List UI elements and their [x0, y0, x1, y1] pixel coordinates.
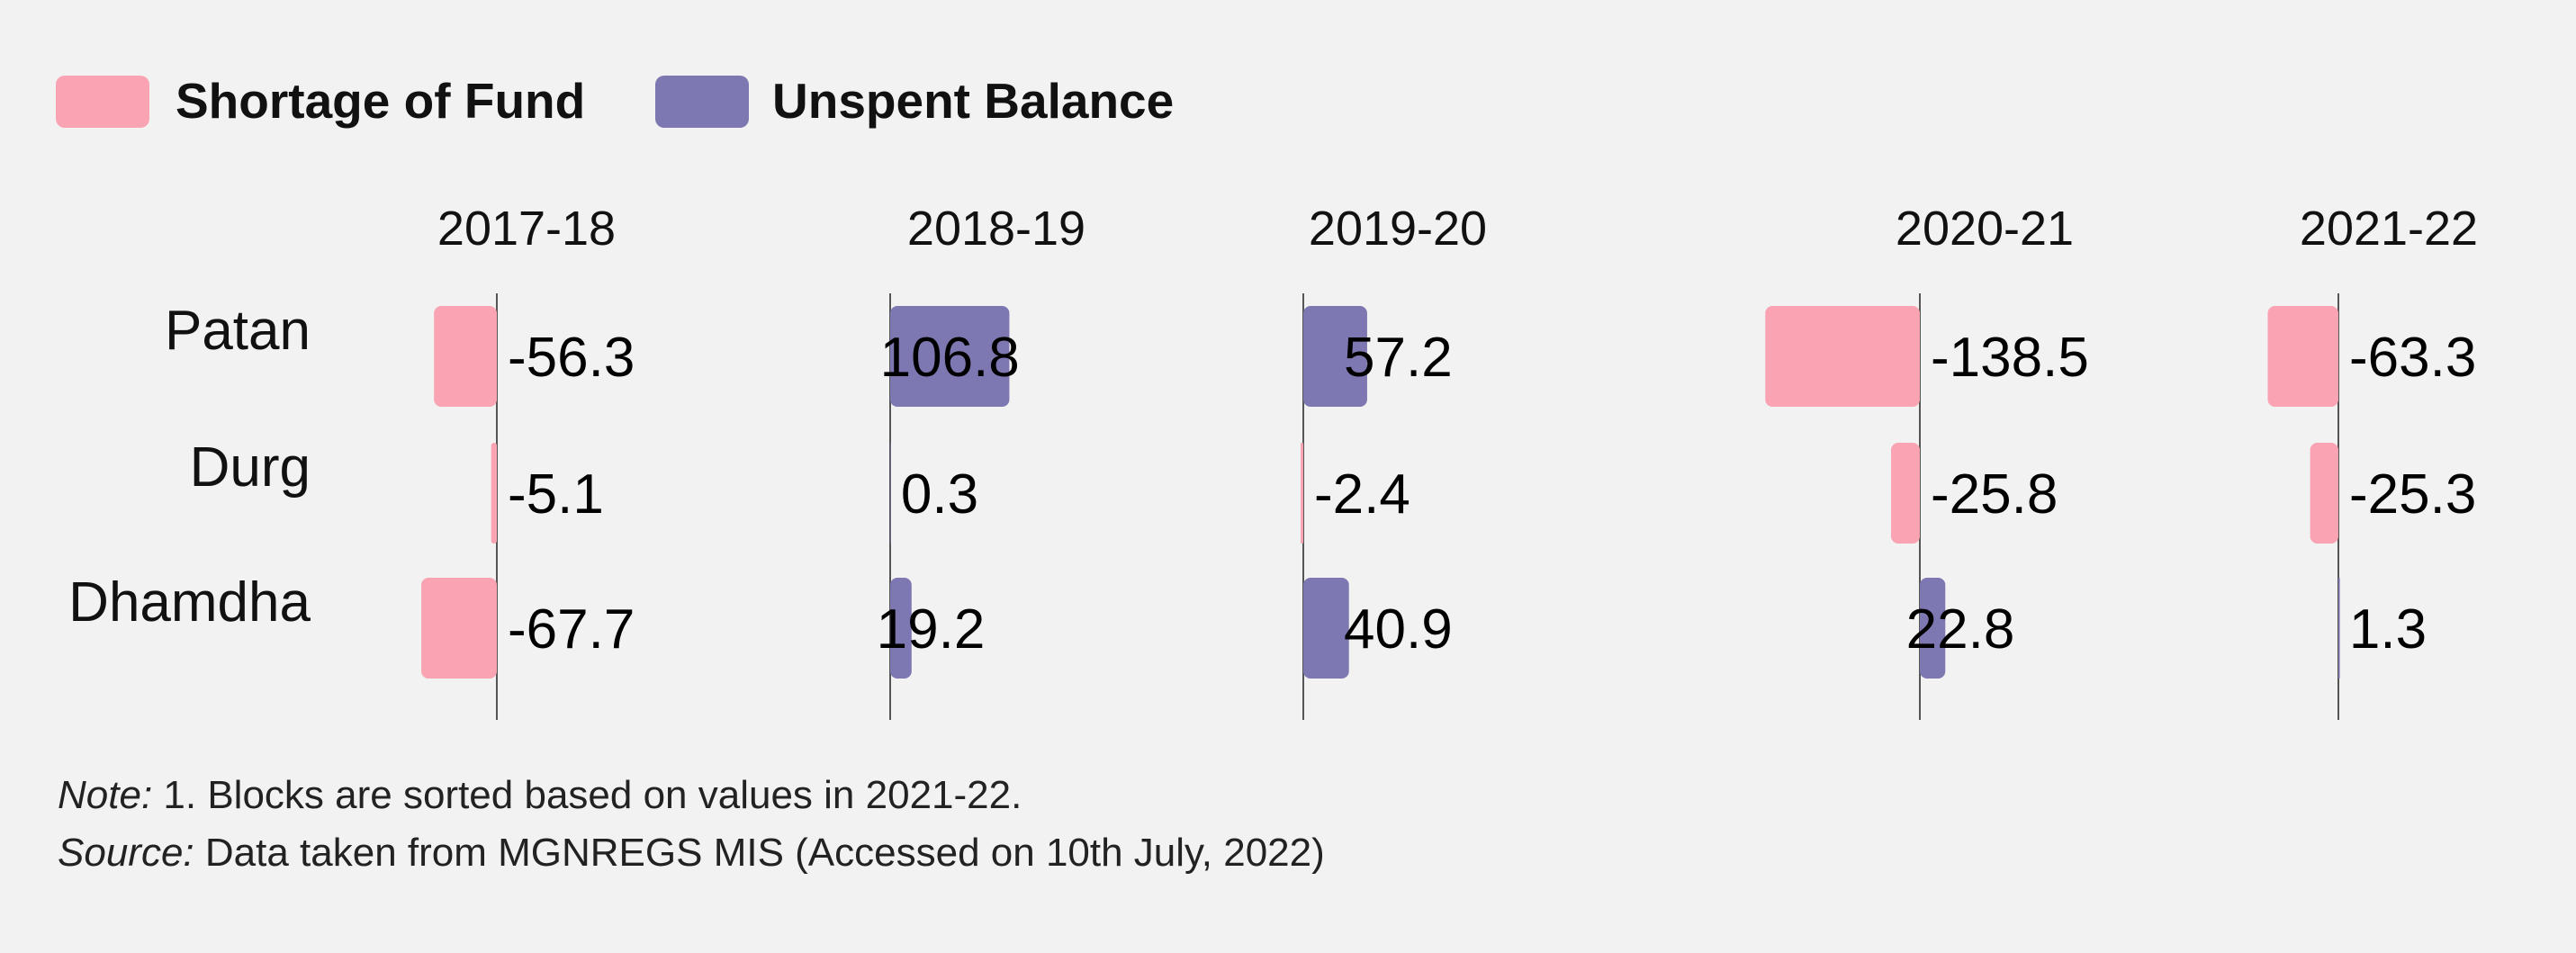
year-headers: 2017-18 2018-19 2019-20 2020-21 2021-22 — [437, 202, 2478, 256]
bar-unspent — [890, 578, 912, 679]
bar-unspent — [2338, 578, 2340, 679]
bar-shortage — [2310, 443, 2338, 544]
value-label: -138.5 — [1931, 327, 2089, 389]
year-header: 2021-22 — [2300, 202, 2478, 256]
value-label: -25.8 — [1931, 463, 2058, 526]
bar-shortage — [434, 306, 497, 407]
note-text: 1. Blocks are sorted based on values in … — [152, 773, 1022, 817]
legend: Shortage of Fund Unspent Balance — [56, 73, 1174, 129]
value-label: 19.2 — [877, 598, 986, 661]
bar-shortage — [1301, 443, 1303, 544]
bar-shortage — [491, 443, 497, 544]
bar-unspent — [1303, 578, 1349, 679]
block-label: Patan — [165, 300, 311, 362]
value-label: -5.1 — [508, 463, 604, 526]
bar-unspent — [1920, 578, 1946, 679]
source-prefix: Source: — [58, 831, 194, 875]
value-label: 1.3 — [2349, 598, 2427, 661]
block-labels: Patan Durg Dhamdha — [68, 300, 311, 634]
value-label: 57.2 — [1344, 327, 1453, 389]
block-label: Durg — [190, 436, 311, 499]
value-labels: -56.3 106.8 57.2 -138.5 -63.3 -5.1 0.3 -2.4 -25.… — [508, 327, 2476, 661]
year-header: 2018-19 — [907, 202, 1085, 256]
bar-shortage — [2267, 306, 2338, 407]
value-label: -56.3 — [508, 327, 635, 389]
bar-shortage — [421, 578, 497, 679]
value-label: -63.3 — [2349, 327, 2476, 389]
bar-unspent — [1303, 306, 1367, 407]
bar-unspent — [890, 306, 1010, 407]
legend-label-shortage: Shortage of Fund — [176, 73, 585, 129]
year-header: 2019-20 — [1309, 202, 1487, 256]
year-header: 2017-18 — [437, 202, 616, 256]
bar-shortage — [1765, 306, 1920, 407]
bar-shortage — [1891, 443, 1920, 544]
bar-unspent — [890, 443, 891, 544]
block-label: Dhamdha — [68, 571, 311, 634]
legend-swatch-shortage — [56, 76, 149, 128]
value-label: -67.7 — [508, 598, 635, 661]
source-line: Source: Data taken from MGNREGS MIS (Acc… — [58, 824, 1325, 882]
notes: Note: 1. Blocks are sorted based on valu… — [58, 767, 1325, 882]
year-header: 2020-21 — [1896, 202, 2074, 256]
legend-label-unspent: Unspent Balance — [772, 73, 1174, 129]
bars — [421, 306, 2340, 679]
note-line: Note: 1. Blocks are sorted based on valu… — [58, 767, 1325, 824]
value-label: 0.3 — [901, 463, 978, 526]
value-label: 40.9 — [1344, 598, 1453, 661]
value-label: 22.8 — [1906, 598, 2015, 661]
value-label: -25.3 — [2349, 463, 2476, 526]
source-text: Data taken from MGNREGS MIS (Accessed on… — [194, 831, 1325, 875]
legend-swatch-unspent — [655, 76, 749, 128]
note-prefix: Note: — [58, 773, 153, 817]
value-label: 106.8 — [880, 327, 1020, 389]
value-label: -2.4 — [1314, 463, 1410, 526]
